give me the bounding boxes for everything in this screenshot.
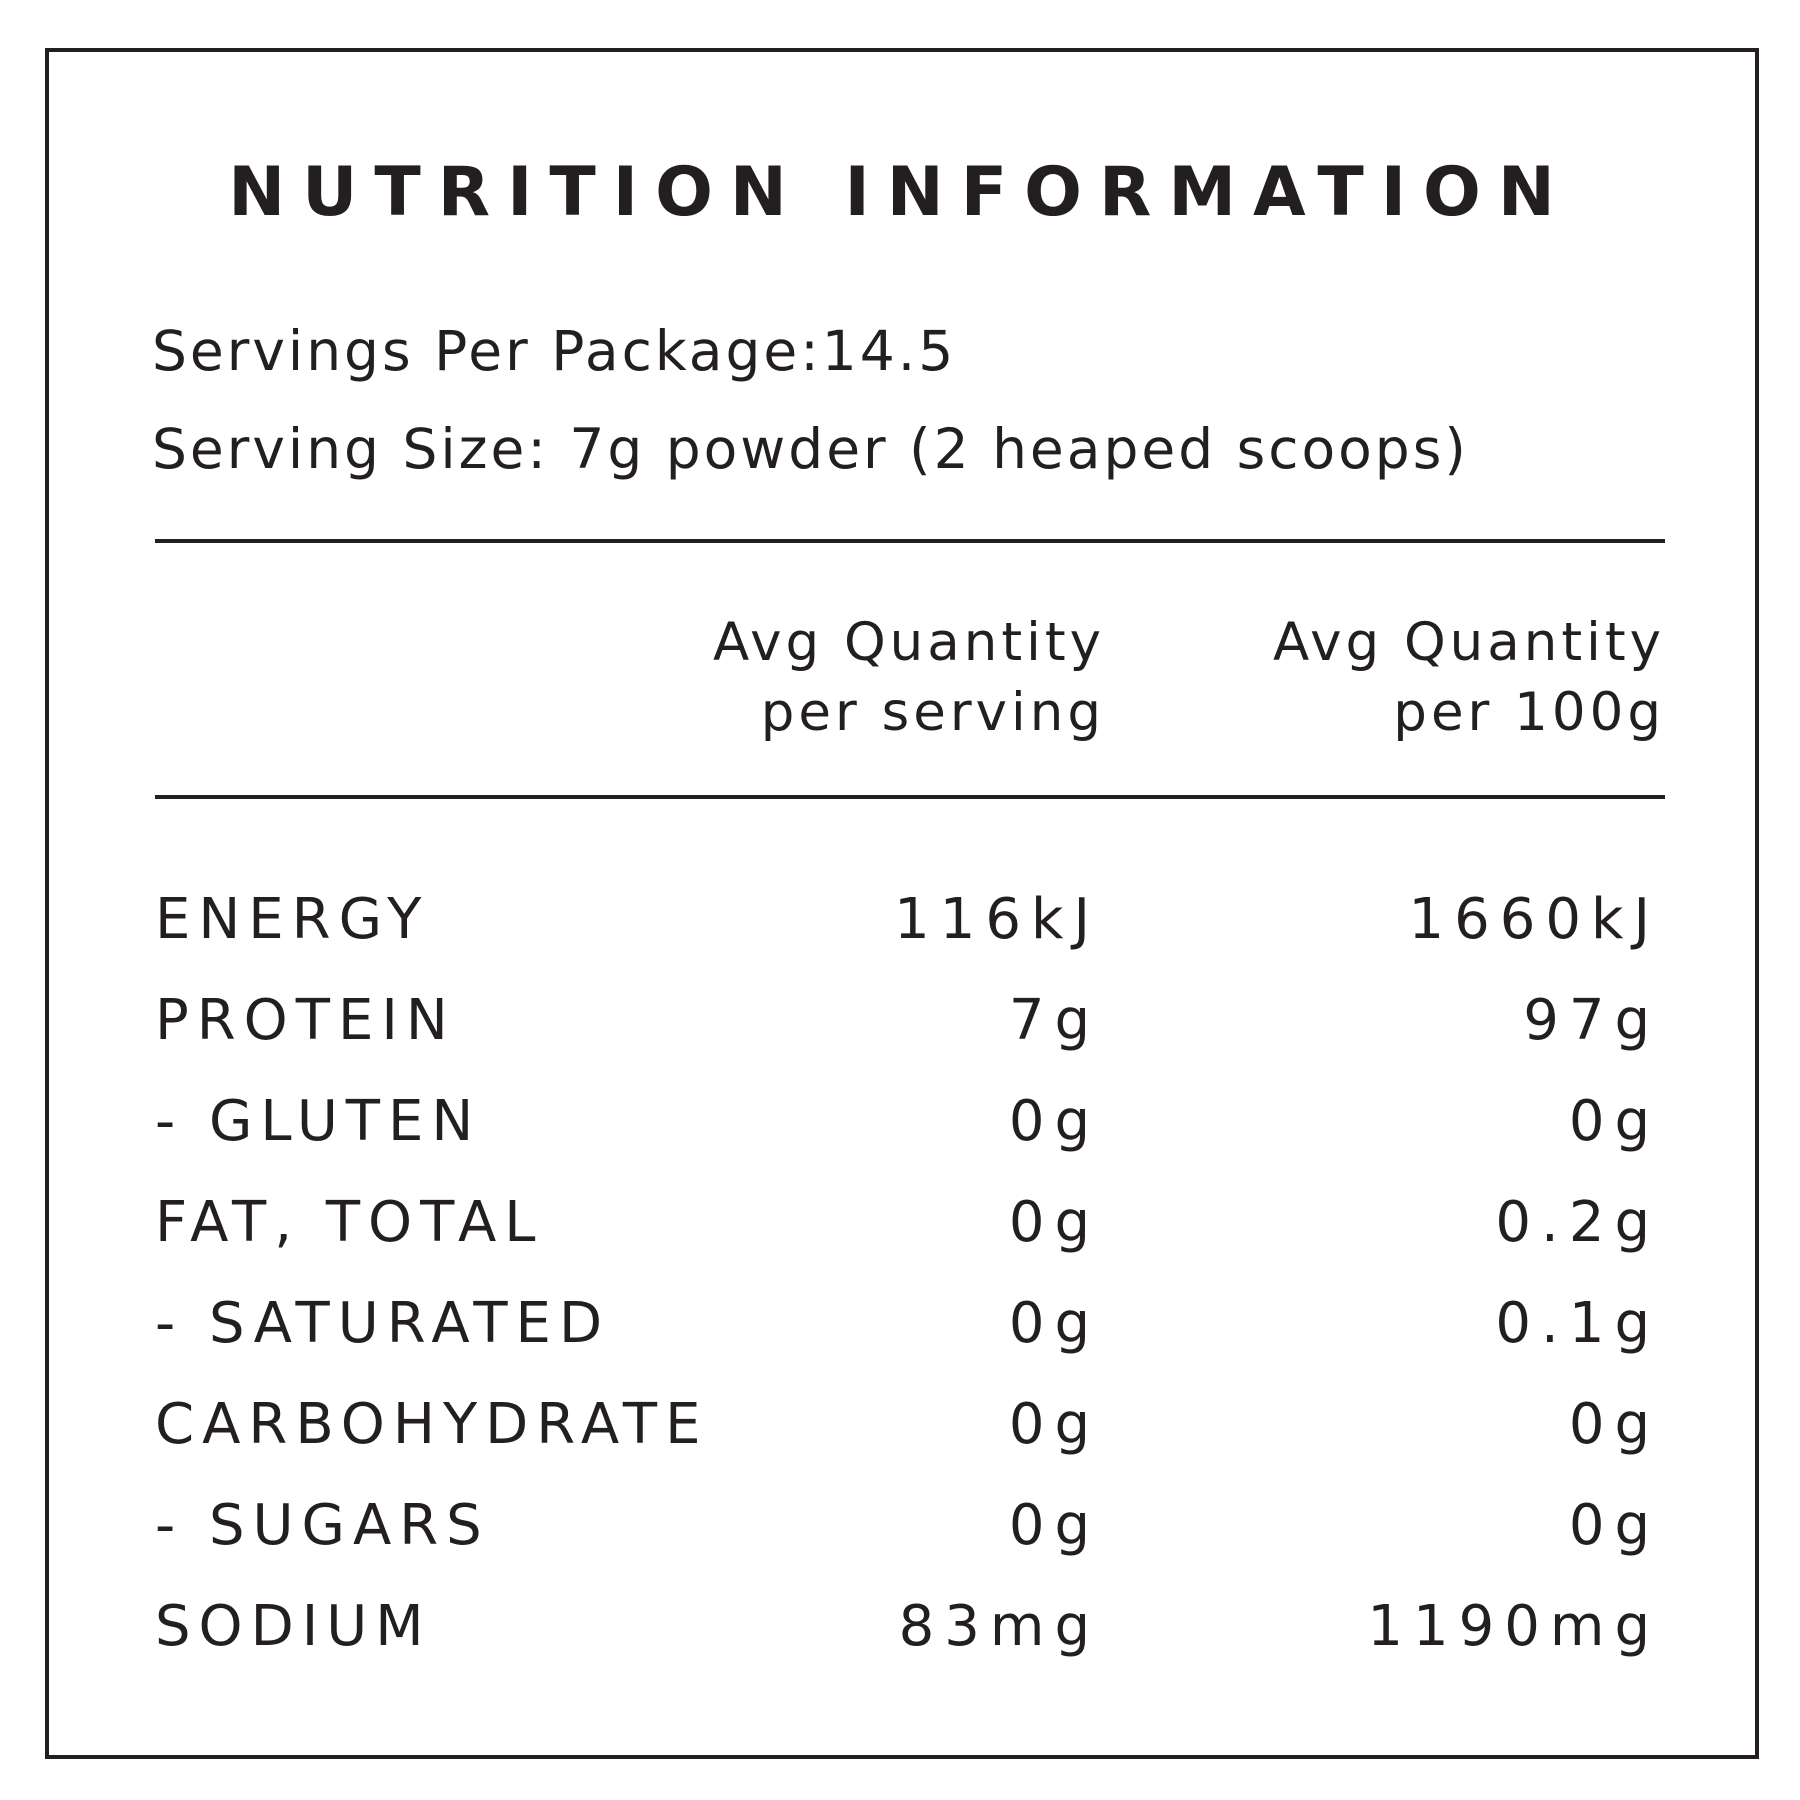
value-per-serving: 116kJ: [894, 887, 1100, 952]
column-header-line: per serving: [760, 682, 1105, 743]
nutrient-label: PROTEIN: [155, 988, 456, 1053]
column-header-per-serving: Avg Quantity per serving: [713, 608, 1105, 748]
nutrition-panel-border: [45, 48, 1759, 1759]
value-per-serving: 0g: [1008, 1089, 1100, 1154]
nutrient-label: - GLUTEN: [155, 1089, 482, 1154]
nutrient-label: - SATURATED: [155, 1291, 611, 1356]
nutrient-label: CARBOHYDRATE: [155, 1392, 709, 1457]
column-header-line: per 100g: [1393, 682, 1665, 743]
value-per-100g: 97g: [1523, 988, 1660, 1053]
value-per-serving: 0g: [1008, 1392, 1100, 1457]
nutrient-row-sodium: SODIUM 83mg 1190mg: [0, 1587, 1800, 1688]
value-per-100g: 0g: [1568, 1089, 1660, 1154]
value-per-100g: 0g: [1568, 1493, 1660, 1558]
column-header-line: Avg Quantity: [712, 612, 1105, 673]
value-per-100g: 0.1g: [1495, 1291, 1660, 1356]
nutrient-row-carbohydrate: CARBOHYDRATE 0g 0g: [0, 1385, 1800, 1486]
nutrient-table: ENERGY 116kJ 1660kJ PROTEIN 7g 97g - GLU…: [0, 880, 1800, 1688]
nutrient-row-fat-total: FAT, TOTAL 0g 0.2g: [0, 1183, 1800, 1284]
serving-size: Serving Size: 7g powder (2 heaped scoops…: [152, 417, 1469, 481]
value-per-100g: 0.2g: [1495, 1190, 1660, 1255]
value-per-serving: 0g: [1008, 1493, 1100, 1558]
nutrient-label: - SUGARS: [155, 1493, 490, 1558]
value-per-serving: 0g: [1008, 1190, 1100, 1255]
nutrient-label: FAT, TOTAL: [155, 1190, 544, 1255]
value-per-100g: 1190mg: [1367, 1594, 1660, 1659]
nutrient-row-energy: ENERGY 116kJ 1660kJ: [0, 880, 1800, 981]
divider-header: [155, 795, 1665, 799]
column-header-per-100g: Avg Quantity per 100g: [1273, 608, 1665, 748]
nutrient-label: ENERGY: [155, 887, 430, 952]
nutrient-row-sugars: - SUGARS 0g 0g: [0, 1486, 1800, 1587]
divider-top: [155, 539, 1665, 543]
nutrient-row-protein: PROTEIN 7g 97g: [0, 981, 1800, 1082]
column-header-line: Avg Quantity: [1272, 612, 1665, 673]
nutrient-label: SODIUM: [155, 1594, 432, 1659]
panel-title: NUTRITION INFORMATION: [228, 153, 1572, 232]
value-per-serving: 83mg: [898, 1594, 1100, 1659]
value-per-100g: 1660kJ: [1408, 887, 1660, 952]
nutrient-row-gluten: - GLUTEN 0g 0g: [0, 1082, 1800, 1183]
value-per-serving: 7g: [1008, 988, 1100, 1053]
value-per-100g: 0g: [1568, 1392, 1660, 1457]
servings-per-package: Servings Per Package:14.5: [152, 319, 957, 383]
value-per-serving: 0g: [1008, 1291, 1100, 1356]
nutrient-row-saturated: - SATURATED 0g 0.1g: [0, 1284, 1800, 1385]
